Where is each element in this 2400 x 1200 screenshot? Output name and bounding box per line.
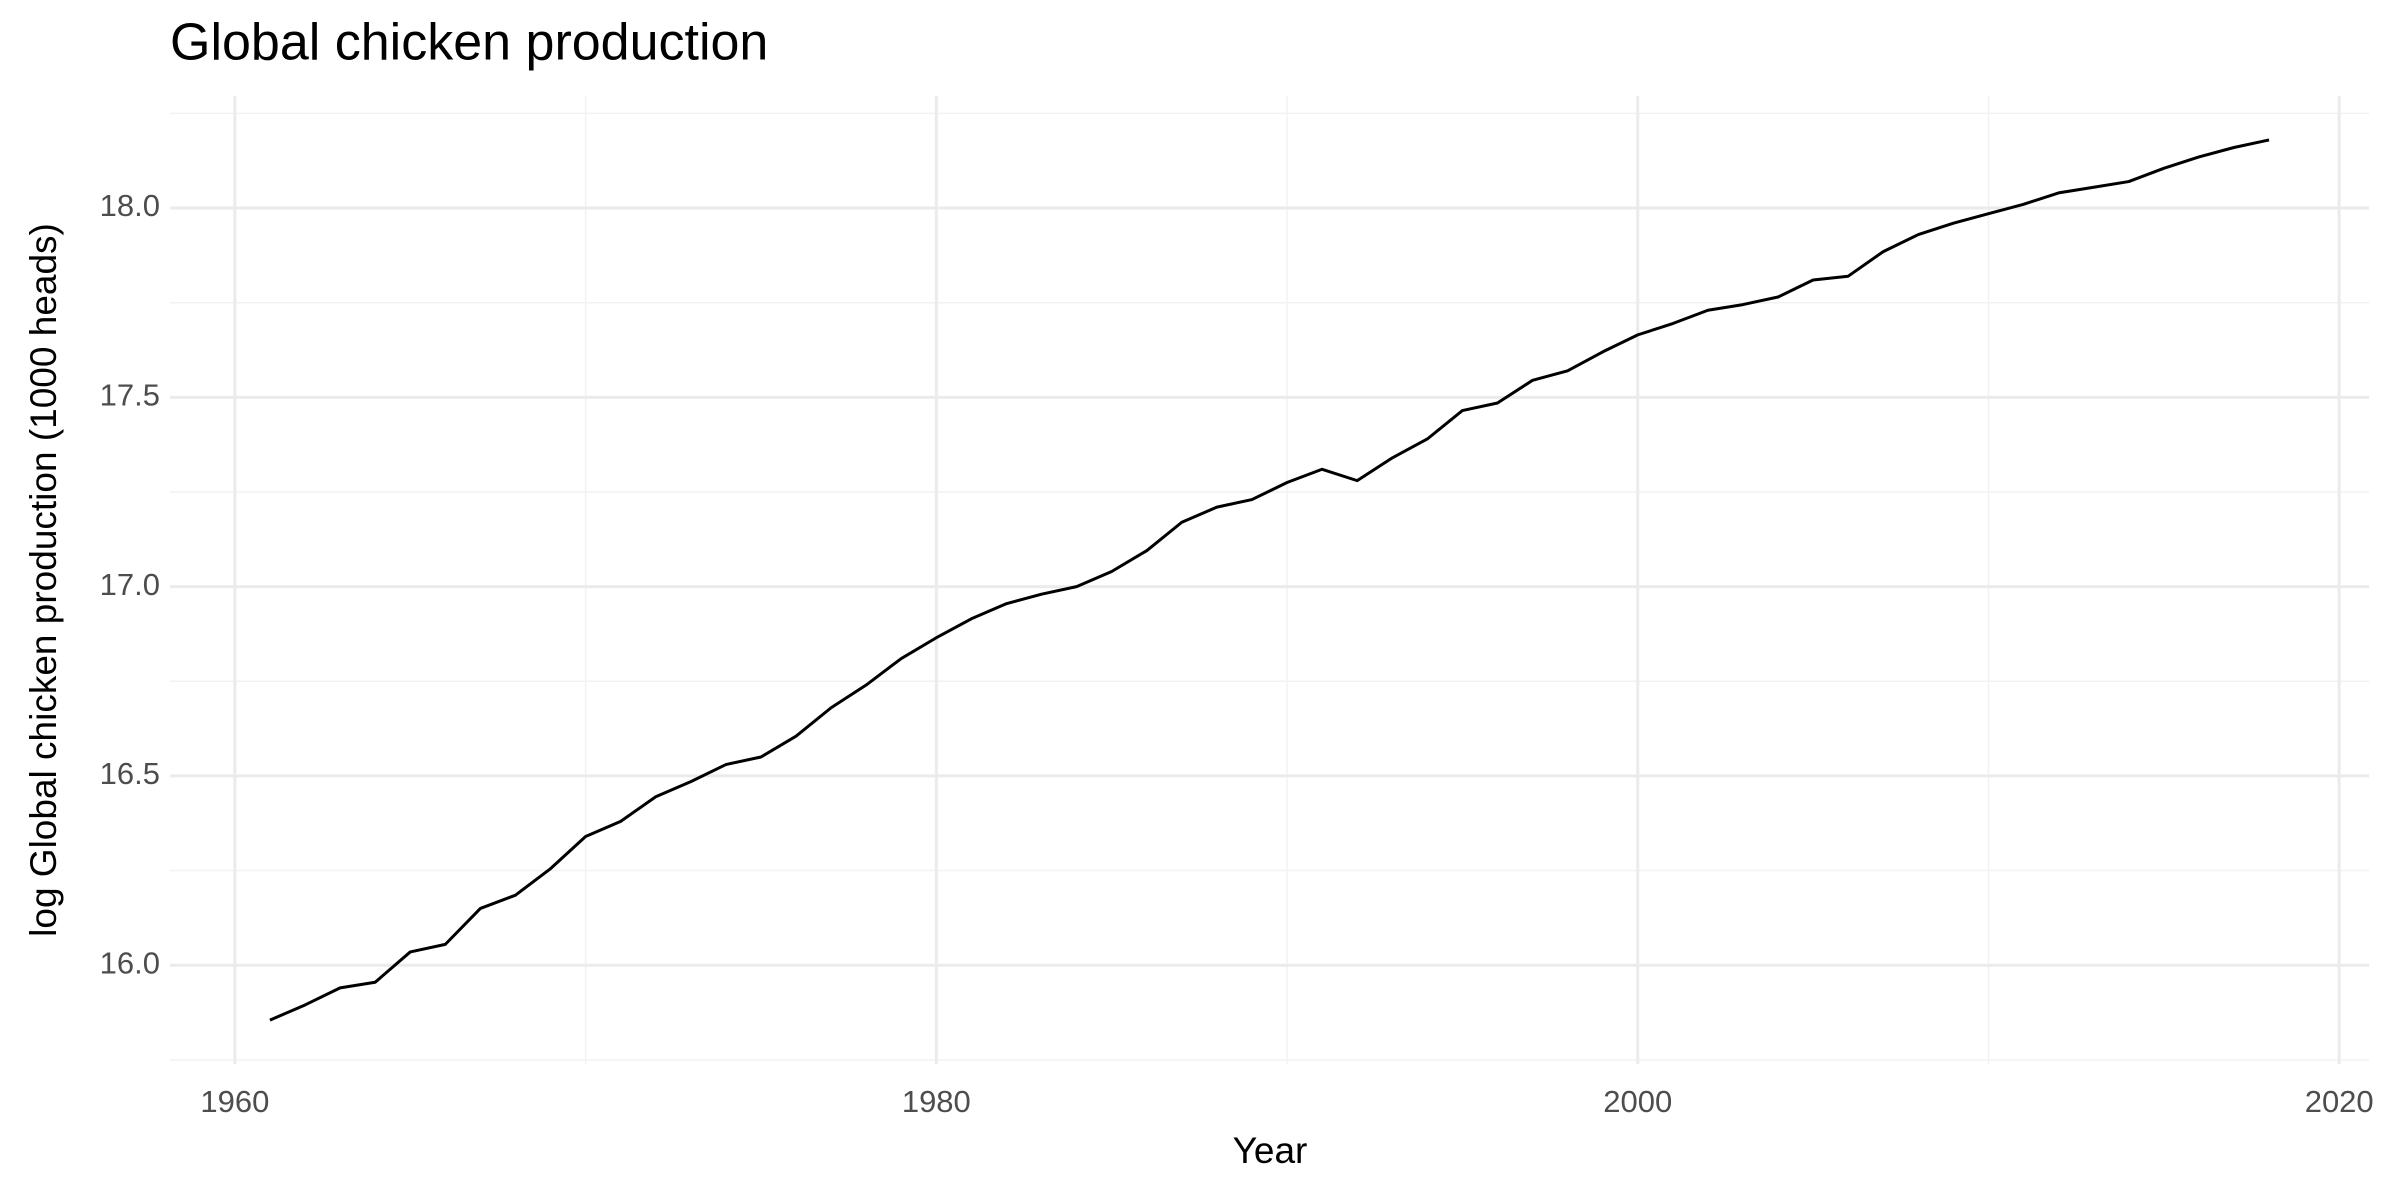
y-tick-label: 17.0 [100,567,160,602]
data-line [269,138,2270,1022]
x-tick-label: 1980 [902,1084,971,1119]
y-tick-label: 16.5 [100,756,160,791]
x-tick-label: 1960 [200,1084,269,1119]
chart-title: Global chicken production [170,14,768,72]
grid [170,96,2369,1064]
x-tick-label: 2020 [2305,1084,2374,1119]
y-axis-title: log Global chicken production (1000 head… [23,223,64,937]
y-tick-label: 17.5 [100,378,160,413]
y-tick-label: 16.0 [100,945,160,980]
x-axis-title: Year [1233,1130,1308,1171]
y-tick-label: 18.0 [100,188,160,223]
x-tick-label: 2000 [1603,1084,1672,1119]
